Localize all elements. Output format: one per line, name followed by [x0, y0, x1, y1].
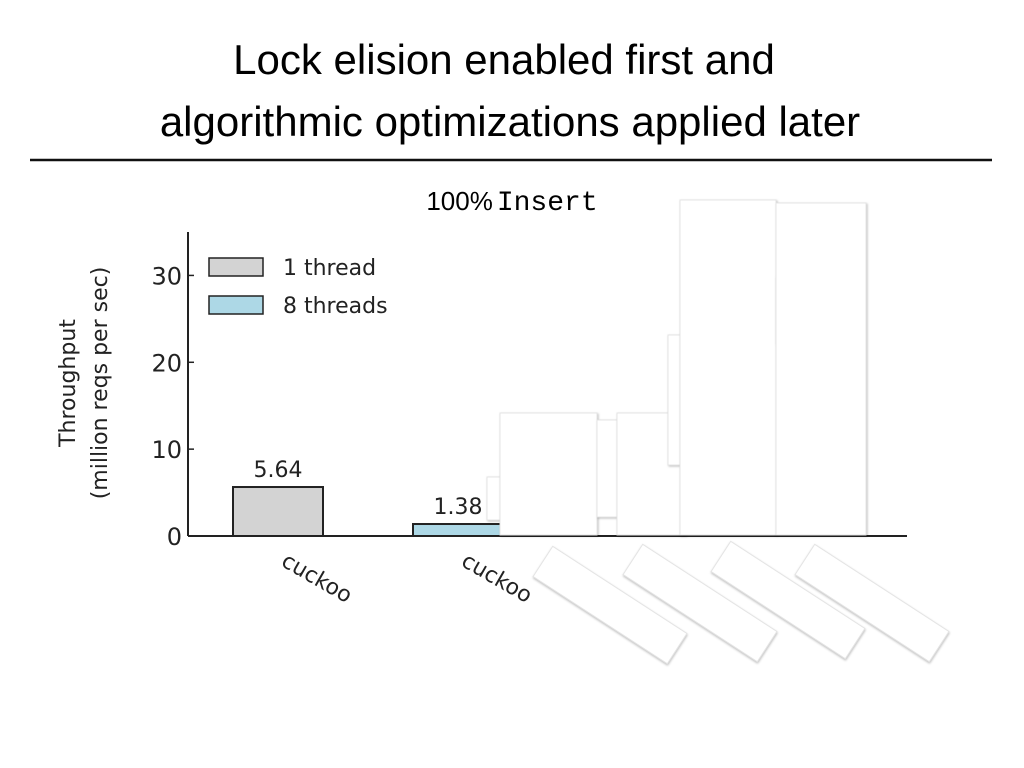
overlay	[622, 543, 778, 663]
y-axis-label: Throughput	[56, 319, 81, 448]
overlay	[596, 419, 620, 518]
y-tick-label: 20	[151, 349, 182, 377]
subtitle-code: Insert	[497, 188, 598, 219]
bar	[232, 486, 324, 537]
y-axis-label: (million reqs per sec)	[88, 267, 113, 500]
subtitle-part: 100%	[426, 186, 493, 216]
overlay	[532, 545, 688, 665]
x-tick-label: cuckoo	[457, 549, 536, 609]
slide-title-line: algorithmic optimizations applied later	[160, 98, 860, 145]
value-label: 5.64	[254, 458, 303, 483]
overlay	[710, 540, 866, 660]
bar	[412, 523, 504, 538]
y-tick-label: 0	[167, 523, 182, 551]
overlay	[679, 199, 777, 536]
overlay	[499, 412, 598, 536]
legend-swatch	[208, 295, 264, 315]
value-label: 1.38	[434, 495, 483, 520]
slide-title-line: Lock elision enabled first and	[233, 36, 775, 83]
legend-swatch	[208, 257, 264, 277]
legend-label: 1 thread	[283, 256, 376, 281]
y-tick-label: 30	[151, 262, 182, 290]
overlay	[794, 543, 950, 663]
y-tick-label: 10	[151, 436, 182, 464]
legend-label: 8 threads	[283, 294, 388, 319]
overlays	[486, 199, 950, 665]
x-tick-label: cuckoo	[277, 549, 356, 609]
chart-subtitle: 100% Insert	[426, 186, 597, 219]
overlay	[775, 202, 867, 536]
